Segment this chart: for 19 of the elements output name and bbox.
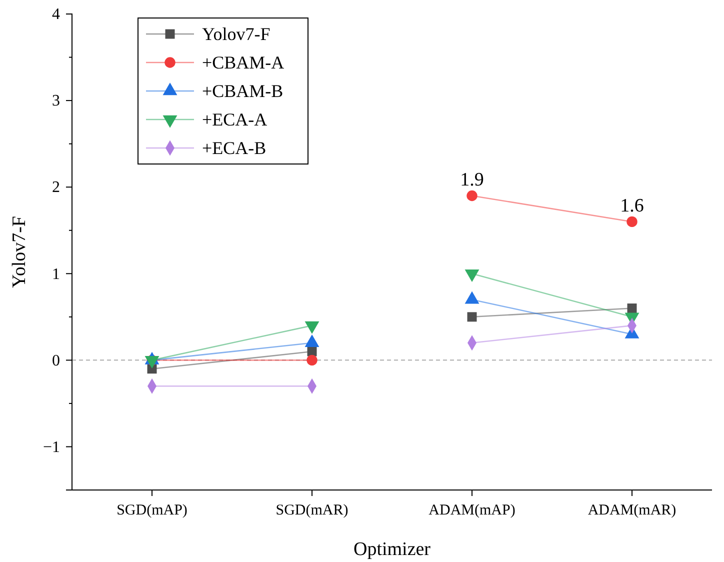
data-label: 1.9 [460,170,484,191]
legend-label: +ECA-B [202,138,266,158]
x-tick-label: ADAM(mAR) [588,502,676,519]
legend-label: +CBAM-A [202,52,284,72]
y-tick-label: 0 [52,352,60,370]
y-tick-label: 4 [52,6,60,24]
x-tick-label: ADAM(mAP) [428,502,516,519]
y-tick-label: 1 [52,266,60,283]
legend-label: +CBAM-B [202,81,284,101]
legend-label: +ECA-A [202,110,268,130]
legend-label: Yolov7-F [202,24,270,44]
x-tick-label: SGD(mAP) [116,502,188,519]
x-axis-title: Optimizer [353,539,432,560]
y-tick-label: 3 [52,92,60,110]
data-label: 1.6 [620,196,644,217]
x-tick-label: SGD(mAR) [276,502,348,519]
y-tick-label: 2 [52,179,60,196]
y-axis-title: Yolov7-F [9,216,30,288]
y-tick-label: −1 [42,438,60,456]
